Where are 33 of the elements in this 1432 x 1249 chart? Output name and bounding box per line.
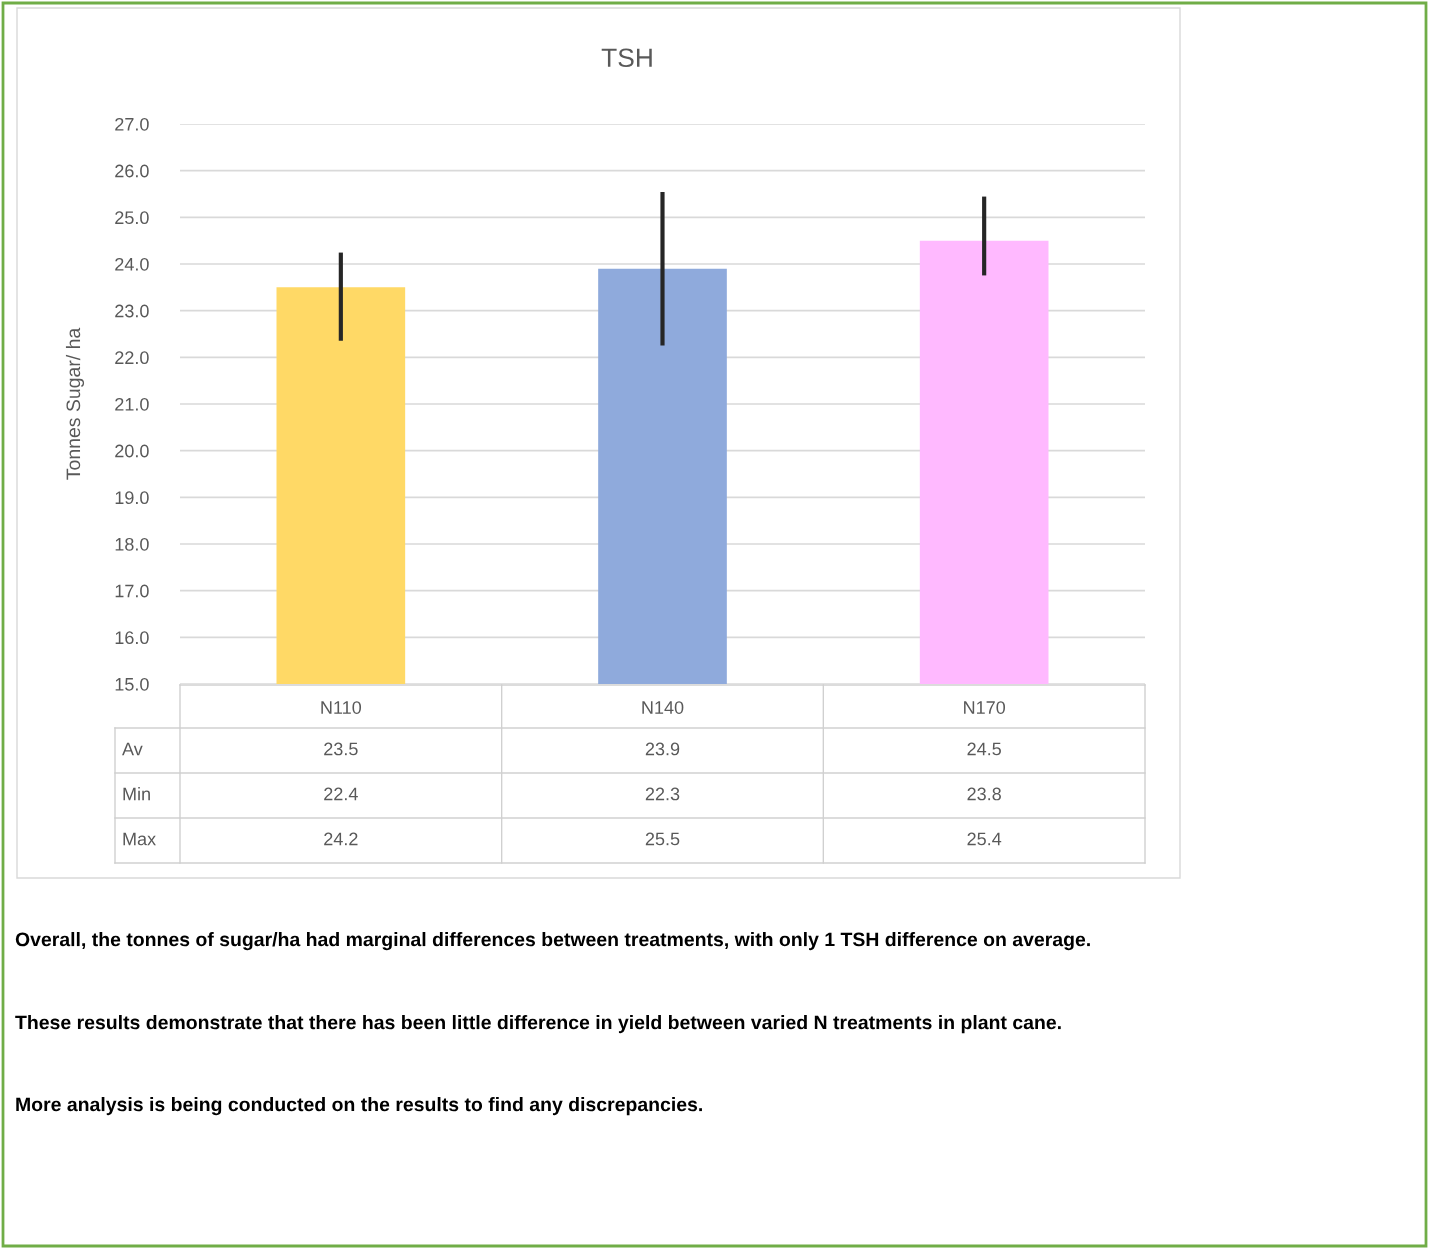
y-tick-label: 16.0 [115,631,149,645]
text: Overall, the tonnes of sugar/ha had marginal differences between treatments, with only 1 TSH difference on average. [15,932,1090,951]
y-tick-label: 20.0 [115,444,149,458]
y-tick-label: 24.0 [115,257,149,271]
y-tick-label: 21.0 [115,397,149,411]
text: 22.3 [645,787,680,801]
data-label: 23.5 [324,742,358,756]
chart-title: TSH [601,48,652,68]
data-label: 23.9 [645,742,680,756]
y-tick-label: 22.0 [115,351,149,365]
text: 23.8 [967,787,1001,801]
text: 25.5 [645,832,680,846]
text: 24.2 [324,832,358,846]
y-tick-label: 25.0 [115,211,149,225]
y-tick-label: 15.0 [115,677,149,691]
text: Av [122,742,143,756]
text: 25.4 [967,832,1002,846]
text: 22.4 [324,787,358,801]
x-tick-label: N110 [321,701,362,714]
y-tick-label: 18.0 [115,537,149,551]
data-label: 24.5 [967,742,1001,756]
y-tick-label: 27.0 [115,117,149,131]
text: Max [123,832,156,846]
x-tick-label: N170 [964,701,1006,714]
text: These results demonstrate that there has been little difference in yield between varied N treatments in plant cane. [15,1015,1061,1034]
y-tick-label: 17.0 [115,584,149,598]
text: Min [123,787,150,801]
y-tick-label: 23.0 [115,304,149,318]
y-tick-label: 19.0 [115,491,149,505]
x-tick-label: N140 [642,701,684,714]
y-tick-label: 26.0 [115,164,149,178]
y-axis-title: Tonnes Sugar/ ha [65,327,85,480]
text: More analysis is being conducted on the results to find any discrepancies. [16,1097,702,1116]
